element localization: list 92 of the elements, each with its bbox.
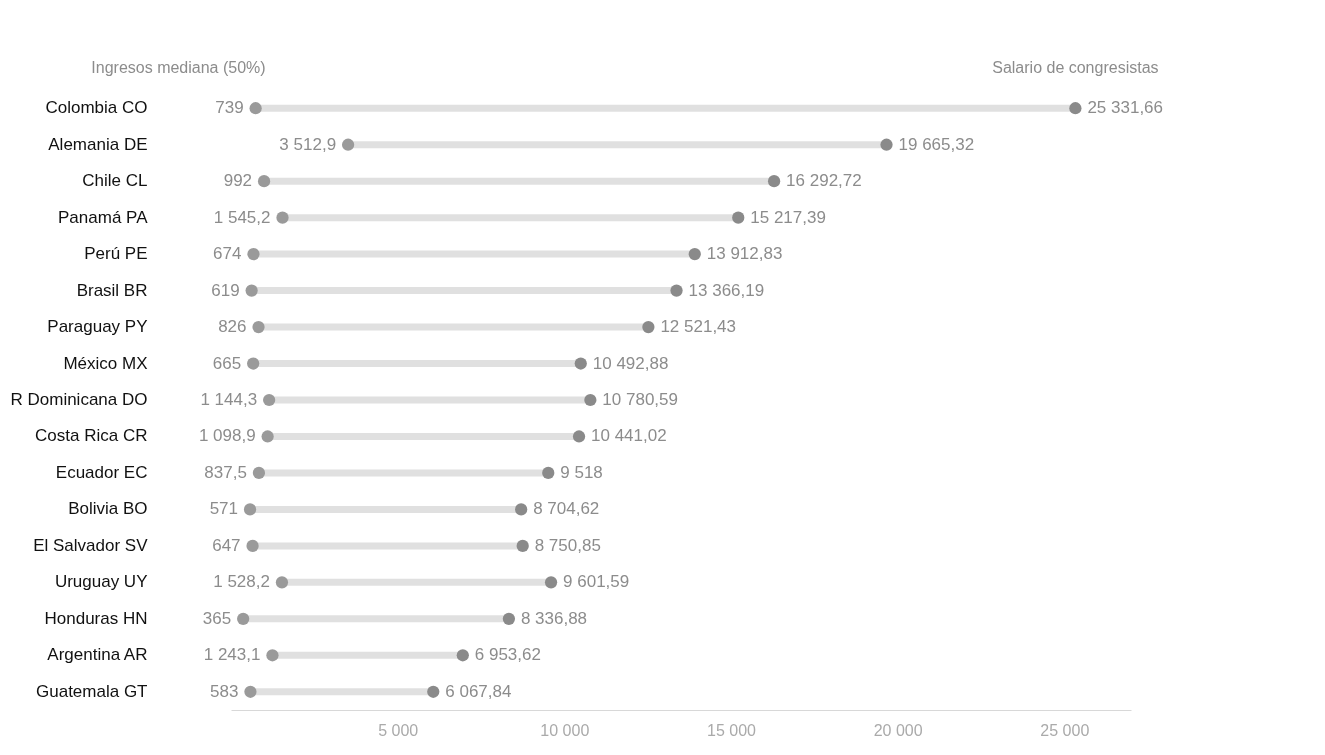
- point: [257, 175, 271, 188]
- series-label: Ingresos mediana (50%): [91, 59, 266, 77]
- y-tick-label: Chile CL: [82, 171, 148, 191]
- data-label: 16 292,72: [786, 171, 862, 191]
- data-label: 15 217,39: [750, 207, 826, 227]
- x-tick-label: 15 000: [707, 721, 757, 739]
- point: [642, 320, 655, 334]
- data-label: 13 912,83: [706, 244, 783, 264]
- data-label: 10 780,59: [602, 390, 678, 409]
- y-tick-label: Costa Rica CR: [35, 426, 148, 446]
- data-label: 19 665,32: [898, 134, 975, 154]
- data-label: 647: [212, 535, 241, 555]
- y-tick-label: Perú PE: [84, 244, 148, 264]
- point: [247, 248, 260, 261]
- data-label: 826: [218, 317, 247, 337]
- point: [732, 211, 745, 224]
- data-label: 583: [210, 681, 239, 701]
- y-tick-label: R Dominicana DO: [10, 390, 148, 409]
- point: [276, 211, 289, 224]
- point: [244, 685, 257, 698]
- point: [243, 503, 257, 516]
- data-label: 8 750,85: [534, 535, 601, 555]
- point: [456, 649, 469, 662]
- point: [502, 612, 516, 625]
- data-label: 1 545,2: [213, 207, 271, 227]
- y-tick-label: El Salvador SV: [33, 535, 149, 555]
- x-tick-label: 5 000: [378, 721, 419, 739]
- y-tick-label: Uruguay UY: [54, 572, 148, 592]
- data-label: 25 331,66: [1087, 98, 1164, 118]
- y-tick-label: Panamá PA: [58, 207, 149, 227]
- point: [263, 393, 276, 407]
- point: [880, 138, 893, 151]
- point: [427, 685, 440, 698]
- data-label: 8 704,62: [533, 499, 600, 519]
- data-label: 6 953,62: [474, 645, 541, 665]
- point: [574, 357, 587, 370]
- point: [542, 466, 555, 480]
- y-tick-label: Honduras HN: [44, 608, 148, 628]
- y-tick-label: Brasil BR: [76, 280, 148, 300]
- y-tick-label: Ecuador EC: [55, 462, 148, 482]
- point: [245, 284, 258, 297]
- point: [237, 612, 250, 625]
- point: [516, 539, 529, 552]
- data-label: 1 528,2: [213, 572, 270, 592]
- point: [247, 357, 260, 370]
- data-label: 9 518: [560, 462, 603, 482]
- data-label: 10 492,88: [592, 353, 669, 373]
- point: [515, 503, 528, 516]
- data-label: 6 067,84: [445, 681, 512, 701]
- point: [688, 248, 701, 261]
- point: [246, 539, 259, 552]
- data-label: 12 521,43: [660, 317, 737, 337]
- data-label: 1 144,3: [200, 390, 258, 409]
- point: [261, 430, 274, 443]
- point: [249, 102, 262, 115]
- point: [584, 393, 597, 407]
- x-tick-label: 20 000: [873, 721, 923, 739]
- point: [266, 649, 279, 662]
- y-tick-label: Colombia CO: [45, 98, 148, 118]
- y-tick-label: Bolivia BO: [68, 499, 148, 519]
- data-label: 8 336,88: [520, 608, 588, 628]
- data-label: 1 243,1: [203, 645, 261, 665]
- data-label: 992: [223, 171, 253, 191]
- y-tick-label: Paraguay PY: [47, 317, 148, 337]
- x-tick-label: 25 000: [1040, 721, 1090, 739]
- point: [275, 576, 289, 589]
- point: [252, 466, 266, 480]
- point: [670, 284, 683, 297]
- data-label: 9 601,59: [563, 572, 630, 592]
- point: [341, 138, 355, 151]
- y-tick-label: Argentina AR: [47, 645, 148, 665]
- point: [252, 320, 265, 334]
- data-label: 10 441,02: [591, 426, 667, 446]
- data-label: 739: [215, 98, 244, 118]
- point: [544, 576, 558, 589]
- data-label: 674: [213, 244, 242, 264]
- text: Salario de congresistas: [992, 59, 1159, 77]
- y-tick-label: Alemania DE: [48, 134, 148, 154]
- point: [767, 175, 781, 188]
- data-label: 1 098,9: [198, 426, 256, 446]
- point: [1069, 102, 1082, 115]
- point: [572, 430, 586, 443]
- data-label: 365: [202, 608, 232, 628]
- y-tick-label: Guatemala GT: [36, 681, 148, 701]
- y-tick-label: México MX: [63, 353, 148, 373]
- data-label: 3 512,9: [279, 134, 337, 154]
- data-label: 837,5: [204, 462, 247, 482]
- x-tick-label: 10 000: [540, 721, 590, 739]
- data-label: 571: [209, 499, 239, 519]
- data-label: 13 366,19: [688, 280, 765, 300]
- data-label: 665: [212, 353, 242, 373]
- data-label: 619: [211, 280, 240, 300]
